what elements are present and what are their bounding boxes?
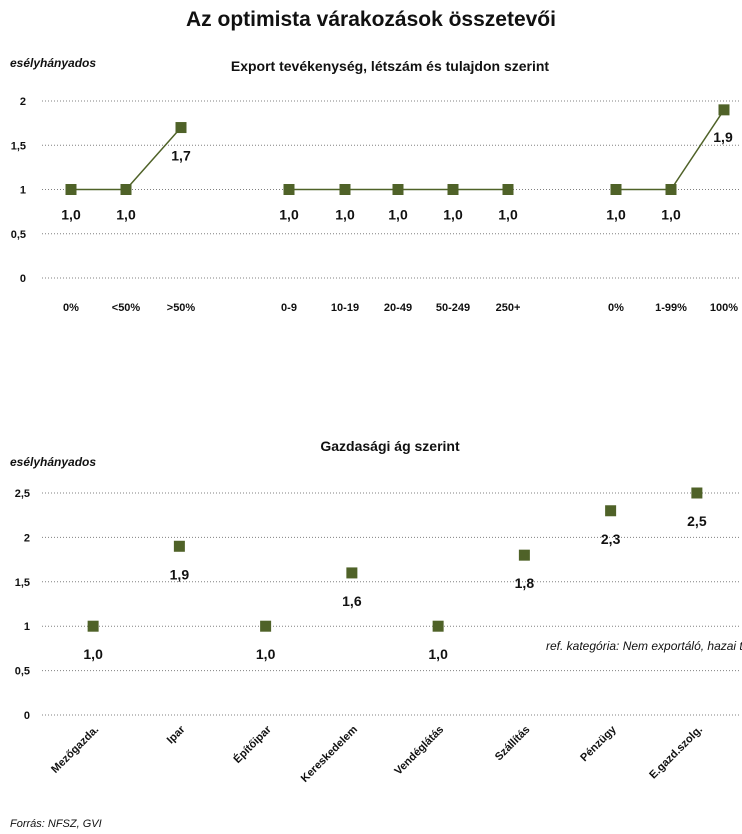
top-chart-y-axis-label: esélyhányados (10, 56, 97, 70)
bottom-chart-y-axis-label: esélyhányados (10, 455, 97, 469)
top-data-label: 1,0 (279, 207, 299, 223)
bottom-y-tick-label: 2,5 (15, 488, 30, 500)
top-data-point (65, 184, 77, 195)
bottom-x-tick-label: Mezőgazda. (49, 724, 101, 776)
top-data-point (502, 184, 514, 195)
top-y-tick-label: 2 (20, 96, 26, 108)
top-series-line (616, 109, 725, 191)
top-y-tick-label: 0 (20, 273, 26, 285)
bottom-x-tick-label: E.gazd.szolg. (647, 724, 705, 782)
bottom-chart-title: Gazdasági ág szerint (320, 438, 460, 454)
top-x-tick-label: 0-9 (281, 302, 297, 314)
top-data-label: 1,9 (713, 129, 733, 145)
top-x-tick-label: >50% (167, 302, 196, 314)
top-series-line (71, 127, 182, 191)
top-data-label: 1,0 (606, 207, 626, 223)
top-data-label: 1,0 (498, 207, 518, 223)
bottom-y-tick-label: 1,5 (15, 577, 30, 589)
bottom-data-point (346, 567, 358, 579)
bottom-x-tick-label: Szállítás (493, 724, 533, 764)
bottom-data-label: 1,0 (256, 646, 276, 662)
top-x-tick-label: 10-19 (331, 302, 359, 314)
top-data-label: 1,0 (388, 207, 408, 223)
top-data-point (339, 184, 351, 195)
top-data-point (447, 184, 459, 195)
top-y-tick-label: 1 (20, 185, 26, 197)
bottom-data-point (691, 487, 703, 499)
bottom-y-tick-label: 0,5 (15, 666, 30, 678)
top-data-label: 1,0 (61, 207, 81, 223)
bottom-data-point (432, 620, 444, 632)
bottom-data-point (173, 540, 185, 552)
bottom-data-label: 1,0 (428, 646, 448, 662)
bottom-data-label: 2,3 (601, 531, 621, 547)
reference-category-note: ref. kategória: Nem exportáló, hazai tul… (546, 639, 742, 653)
top-chart-title: Export tevékenység, létszám és tulajdon … (230, 58, 550, 74)
bottom-data-label: 1,0 (83, 646, 103, 662)
top-data-label: 1,0 (661, 207, 681, 223)
top-x-tick-label: <50% (112, 302, 141, 314)
top-x-tick-label: 20-49 (384, 302, 412, 314)
top-data-point (665, 184, 677, 195)
bottom-data-point (605, 505, 617, 517)
top-data-label: 1,0 (443, 207, 463, 223)
top-data-label: 1,0 (116, 207, 136, 223)
bottom-x-tick-label: Pénzügy (578, 723, 619, 764)
top-data-point (120, 184, 132, 195)
top-x-tick-label: 250+ (496, 302, 521, 314)
bottom-data-label: 1,6 (342, 593, 362, 609)
top-x-tick-label: 0% (63, 302, 79, 314)
bottom-y-tick-label: 0 (24, 710, 30, 722)
bottom-y-tick-label: 2 (24, 532, 30, 544)
top-x-tick-label: 1-99% (655, 302, 687, 314)
bottom-x-tick-label: Építőipar (231, 722, 274, 765)
bottom-data-point (260, 620, 272, 632)
bottom-data-label: 1,9 (170, 566, 190, 582)
page-title: Az optimista várakozások összetevői (186, 8, 556, 31)
top-data-point (175, 122, 187, 134)
top-data-point (610, 184, 622, 195)
bottom-data-label: 1,8 (515, 575, 535, 591)
top-data-label: 1,0 (335, 207, 355, 223)
bottom-x-tick-label: Kereskedelem (299, 723, 360, 784)
top-data-label: 1,7 (171, 148, 191, 164)
top-data-point (718, 104, 730, 116)
bottom-x-tick-label: Ipar (165, 723, 188, 746)
top-y-tick-label: 0,5 (11, 229, 26, 241)
top-x-tick-label: 50-249 (436, 302, 470, 314)
top-y-tick-label: 1,5 (11, 140, 26, 152)
source-note: Forrás: NFSZ, GVI (10, 818, 102, 830)
top-data-point (283, 184, 295, 195)
top-x-tick-label: 0% (608, 302, 624, 314)
bottom-x-tick-label: Vendéglátás (392, 724, 446, 778)
bottom-data-point (518, 549, 530, 561)
bottom-data-point (87, 620, 99, 632)
top-data-point (392, 184, 404, 195)
bottom-data-label: 2,5 (687, 513, 707, 529)
top-x-tick-label: 100% (710, 302, 738, 314)
bottom-y-tick-label: 1 (24, 621, 30, 633)
